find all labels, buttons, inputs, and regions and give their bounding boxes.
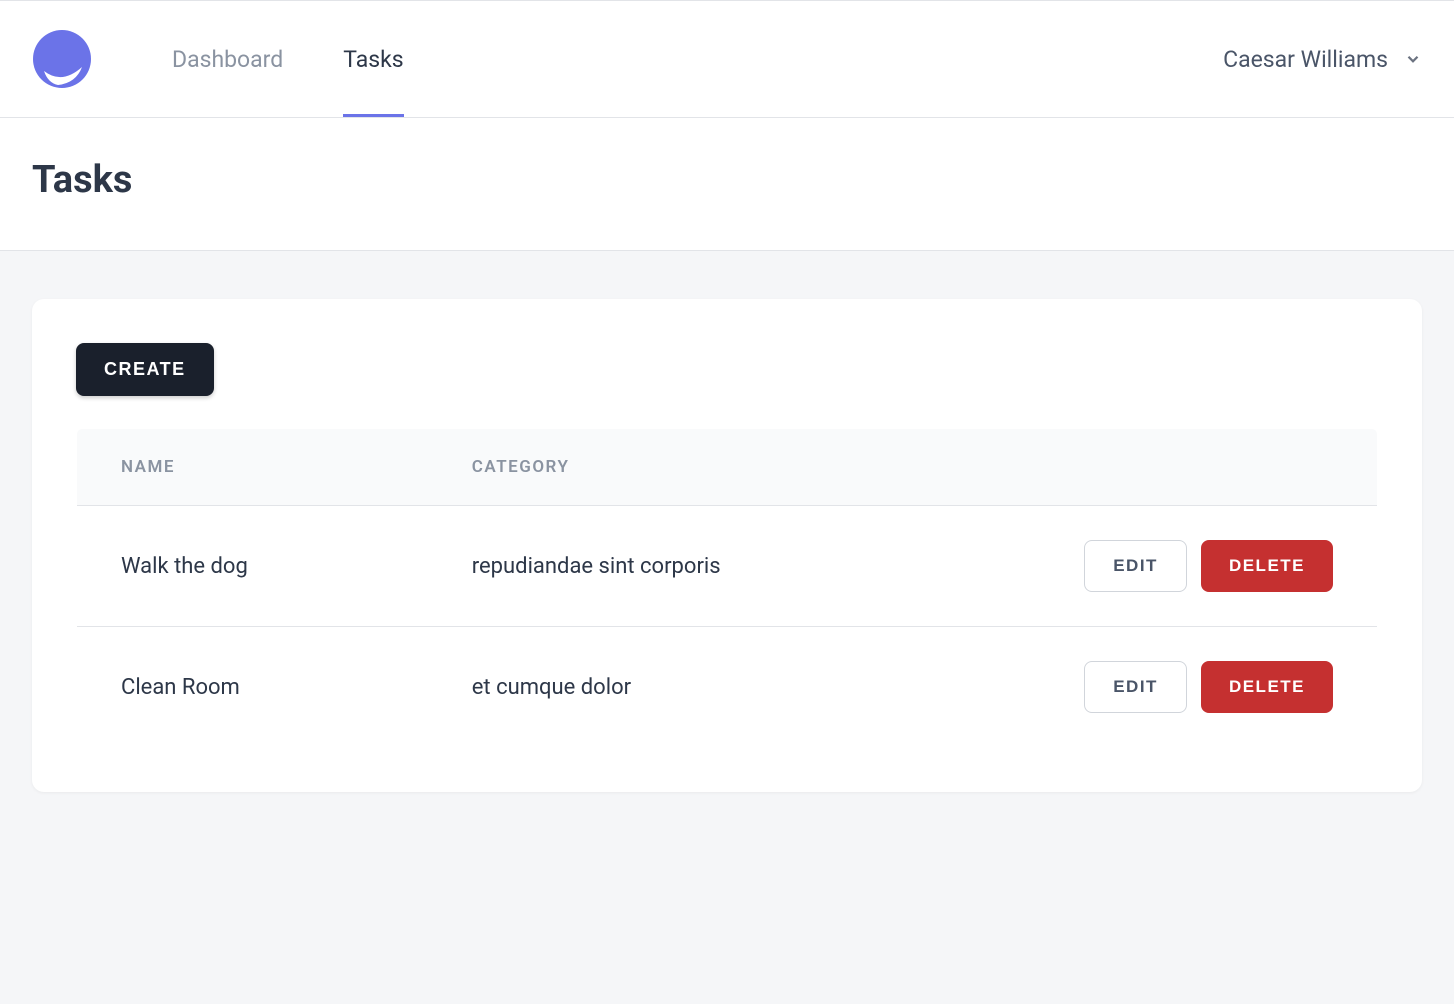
user-menu[interactable]: Caesar Williams [1223, 46, 1422, 73]
main-content: CREATE NAME CATEGORY Walk the dog repudi… [0, 251, 1454, 840]
app-header: Dashboard Tasks Caesar Williams [0, 0, 1454, 118]
page-title: Tasks [32, 158, 1422, 202]
edit-button[interactable]: EDIT [1084, 540, 1187, 592]
logo-icon [32, 29, 92, 89]
tasks-card: CREATE NAME CATEGORY Walk the dog repudi… [32, 299, 1422, 792]
cell-name: Clean Room [77, 627, 428, 748]
delete-button[interactable]: DELETE [1201, 540, 1333, 592]
nav-item-tasks[interactable]: Tasks [343, 1, 403, 117]
edit-button[interactable]: EDIT [1084, 661, 1187, 713]
column-header-actions [948, 429, 1377, 506]
create-button[interactable]: CREATE [76, 343, 214, 396]
main-nav: Dashboard Tasks [172, 1, 1223, 117]
cell-category: repudiandae sint corporis [428, 506, 948, 627]
column-header-category: CATEGORY [428, 429, 948, 506]
table-row: Clean Room et cumque dolor EDIT DELETE [77, 627, 1378, 748]
table-head-row: NAME CATEGORY [77, 429, 1378, 506]
cell-name: Walk the dog [77, 506, 428, 627]
cell-category: et cumque dolor [428, 627, 948, 748]
cell-actions: EDIT DELETE [948, 506, 1377, 627]
nav-item-dashboard[interactable]: Dashboard [172, 1, 283, 117]
chevron-down-icon [1404, 50, 1422, 68]
page-header: Tasks [0, 118, 1454, 251]
logo[interactable] [32, 29, 92, 89]
nav-label: Tasks [343, 46, 403, 73]
column-header-name: NAME [77, 429, 428, 506]
nav-label: Dashboard [172, 46, 283, 73]
table-row: Walk the dog repudiandae sint corporis E… [77, 506, 1378, 627]
row-actions: EDIT DELETE [992, 540, 1333, 592]
tasks-table: NAME CATEGORY Walk the dog repudiandae s… [76, 428, 1378, 748]
user-name: Caesar Williams [1223, 46, 1388, 73]
cell-actions: EDIT DELETE [948, 627, 1377, 748]
delete-button[interactable]: DELETE [1201, 661, 1333, 713]
row-actions: EDIT DELETE [992, 661, 1333, 713]
